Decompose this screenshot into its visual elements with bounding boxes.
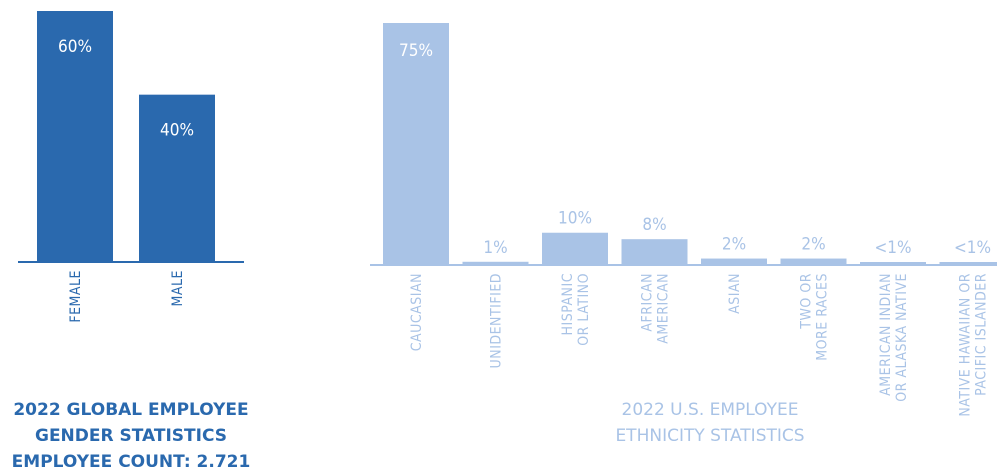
- data-label-1: 40%: [160, 121, 194, 141]
- data-label-3: 8%: [642, 215, 666, 235]
- data-label-0: 60%: [58, 37, 92, 57]
- gender-caption-line-2: GENDER STATISTICS: [0, 423, 262, 449]
- category-label-7-line-1: PACIFIC ISLANDER: [974, 273, 990, 396]
- data-label-4: 2%: [722, 235, 746, 255]
- ethnicity-caption-line-1: 2022 U.S. EMPLOYEE: [540, 397, 880, 423]
- category-label-0-line-0: FEMALE: [68, 270, 84, 323]
- category-label-6-line-0: AMERICAN INDIAN: [878, 273, 894, 396]
- data-label-5: 2%: [801, 235, 825, 255]
- bar-2: [542, 233, 608, 265]
- data-label-7: <1%: [954, 238, 991, 258]
- category-label-5-line-1: MORE RACES: [815, 273, 831, 361]
- category-label-2-line-1: OR LATINO: [576, 273, 592, 346]
- category-label-1-line-0: UNIDENTIFIED: [489, 273, 505, 368]
- gender-caption-line-3: EMPLOYEE COUNT: 2.721: [0, 449, 262, 475]
- category-label-3-line-1: AMERICAN: [656, 273, 672, 344]
- gender-bar-chart: 60% FEMALE 40% MALE: [18, 11, 244, 323]
- bar-3: [622, 239, 688, 265]
- data-label-6: <1%: [874, 238, 911, 258]
- category-label-7-line-0: NATIVE HAWAIIAN OR: [958, 273, 974, 417]
- category-label-1: UNIDENTIFIED: [489, 273, 505, 368]
- category-label-2-line-0: HISPANIC: [560, 273, 576, 335]
- category-label-0: CAUCASIAN: [409, 273, 425, 351]
- gender-caption-line-1: 2022 GLOBAL EMPLOYEE: [0, 397, 262, 423]
- category-label-4-line-0: ASIAN: [727, 273, 743, 314]
- category-label-1-line-0: MALE: [170, 270, 186, 306]
- category-label-3-line-0: AFRICAN: [640, 273, 656, 332]
- category-label-6-line-1: OR ALASKA NATIVE: [894, 273, 910, 402]
- data-label-0: 75%: [399, 41, 433, 61]
- category-label-0: FEMALE: [68, 270, 84, 323]
- ethnicity-chart-caption: 2022 U.S. EMPLOYEE ETHNICITY STATISTICS: [540, 397, 880, 449]
- gender-chart-caption: 2022 GLOBAL EMPLOYEE GENDER STATISTICS E…: [0, 397, 262, 475]
- category-label-1: MALE: [170, 270, 186, 306]
- category-label-4: ASIAN: [727, 273, 743, 314]
- data-label-2: 10%: [558, 209, 592, 229]
- category-label-0-line-0: CAUCASIAN: [409, 273, 425, 351]
- ethnicity-caption-line-2: ETHNICITY STATISTICS: [540, 423, 880, 449]
- category-label-5-line-0: TWO OR: [799, 273, 815, 330]
- data-label-1: 1%: [483, 238, 507, 258]
